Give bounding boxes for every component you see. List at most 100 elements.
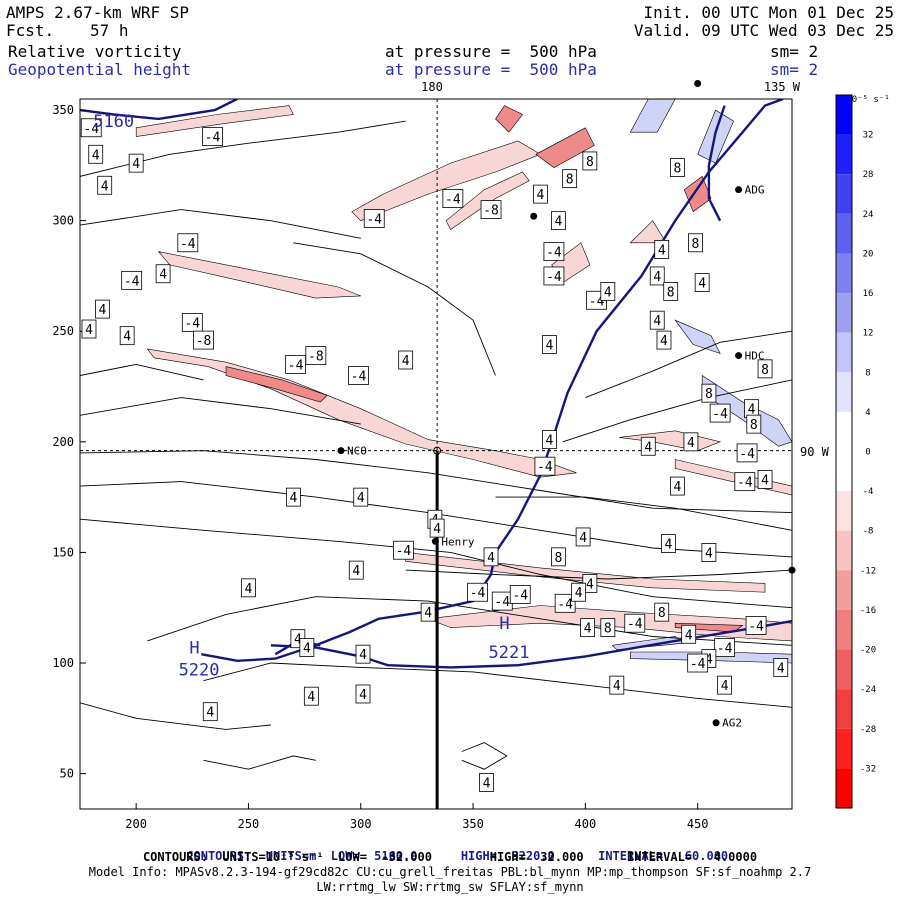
negative-vorticity-band	[157, 251, 361, 299]
vorticity-value-label: 4	[155, 264, 171, 284]
vorticity-value-label: -4	[736, 443, 758, 463]
forecast-value: 57 h	[90, 21, 129, 40]
vorticity-value-label: 4	[757, 470, 773, 489]
vorticity-contour-line	[80, 363, 204, 381]
vorticity-contour-line	[461, 742, 508, 770]
height-contour-line	[201, 99, 784, 663]
station-dot	[337, 447, 345, 455]
label-text: 4	[761, 473, 769, 488]
label-text: -4	[205, 131, 221, 146]
label-text: 8	[761, 363, 769, 378]
positive-vorticity-band	[674, 319, 721, 354]
label-text: 4	[554, 215, 562, 230]
label-box	[624, 613, 646, 633]
y-tick-label: 350	[52, 103, 74, 117]
label-text: 4	[721, 679, 729, 694]
label-box	[285, 487, 301, 507]
label-text: -4	[690, 657, 706, 672]
vorticity-contour-line	[80, 518, 792, 609]
plot-frame	[79, 98, 793, 810]
vorticity-value-label: -4	[181, 312, 203, 332]
vorticity-value-label: 4	[670, 476, 685, 496]
vorticity-value-label: 8	[654, 602, 670, 622]
colorbar-tick-label: -8	[863, 527, 874, 537]
vorticity-value-label: 4	[81, 319, 97, 339]
field-height: Geopotential height	[8, 60, 192, 79]
vorticity-value-label: 4	[701, 543, 717, 562]
label-text: 4	[705, 546, 713, 561]
label-text: -4	[557, 597, 573, 612]
vorticity-value-label: 4	[640, 436, 656, 456]
vorticity-value-label: 4	[600, 282, 616, 301]
y-tick-label: 300	[52, 214, 74, 228]
colorbar-tick-label: 4	[865, 408, 870, 418]
label-box	[80, 118, 102, 138]
colorbar-segment	[836, 491, 852, 531]
footer-model-info-2: LW:rrtmg_lw SW:rrtmg_sw SFLAY:sf_mynn	[316, 880, 584, 894]
vorticity-value-label: 8	[562, 169, 578, 189]
label-box	[654, 602, 670, 622]
vorticity-value-label: 4	[353, 487, 369, 507]
vorticity-value-label: -8	[480, 200, 502, 219]
station-dot	[431, 537, 439, 545]
negative-vorticity-band	[619, 430, 722, 452]
colorbar-segment	[836, 570, 852, 610]
vorticity-value-label: -4	[534, 456, 556, 476]
footer-vort-contours: CONTOURS: UNITS=10⁻⁵ s⁻¹ LOW= -32.000 HI…	[142, 850, 758, 864]
vorticity-contour-line	[495, 496, 792, 531]
label-text: 4	[546, 339, 554, 354]
label-text: 8	[554, 551, 562, 566]
footer-height-high: HIGH= 5220.0	[460, 849, 555, 863]
label-text: 8	[586, 155, 594, 170]
colorbar-segment	[836, 530, 852, 571]
label-text: -4	[712, 407, 728, 422]
label-text: 4	[575, 586, 583, 601]
vorticity-value-label: 4	[683, 432, 699, 452]
label-text: 4	[402, 354, 410, 369]
label-text: -4	[717, 642, 733, 657]
vorticity-contour-line	[80, 450, 792, 514]
label-box	[241, 578, 256, 598]
vorticity-value-label: 4	[299, 638, 315, 657]
label-box	[95, 299, 110, 319]
label-box	[580, 618, 596, 638]
vorticity-contour-line	[405, 569, 792, 580]
label-text: -4	[288, 358, 304, 373]
vorticity-value-label: -4	[121, 270, 143, 290]
lon-label-135w: 135 W	[764, 80, 801, 94]
vorticity-value-label: -4	[285, 355, 307, 374]
colorbar-segment	[836, 609, 852, 650]
label-box	[534, 456, 556, 476]
vorticity-value-label: 4	[661, 534, 676, 553]
label-text: 4	[644, 440, 652, 455]
colorbar-tick-label: 16	[863, 289, 874, 299]
label-box	[543, 266, 565, 286]
colorbar-segment	[836, 95, 852, 135]
label-box	[736, 443, 758, 463]
label-box	[177, 233, 199, 253]
vorticity-value-label: 4	[355, 684, 371, 704]
vorticity-contour-line	[203, 662, 792, 708]
vorticity-value-label: 4	[533, 184, 548, 204]
vorticity-value-label: 4	[97, 175, 113, 195]
label-text: 8	[604, 622, 612, 637]
label-box	[97, 175, 113, 195]
colorbar-segment	[836, 411, 852, 452]
label-text: -4	[537, 460, 553, 475]
colorbar-tick-label: 20	[863, 249, 874, 259]
vorticity-value-label: -4	[393, 540, 414, 560]
strong-negative-vorticity	[225, 366, 328, 403]
label-box	[467, 582, 488, 602]
footer-model-info: Model Info: MPASv8.2.3-194-gf29cd82c CU:…	[88, 865, 812, 879]
colorbar-tick-label: 8	[865, 368, 870, 378]
station-name: ADG	[745, 184, 765, 197]
label-text: -8	[196, 334, 212, 349]
label-text: 4	[584, 622, 592, 637]
label-text: -4	[351, 369, 367, 384]
y-tick-label: 50	[60, 767, 74, 781]
high-pressure-marker: H	[499, 614, 509, 634]
vorticity-value-label: 8	[582, 151, 598, 171]
vorticity-value-label: 4	[542, 335, 557, 354]
vorticity-value-label: 4	[609, 675, 625, 695]
label-box	[670, 476, 685, 496]
